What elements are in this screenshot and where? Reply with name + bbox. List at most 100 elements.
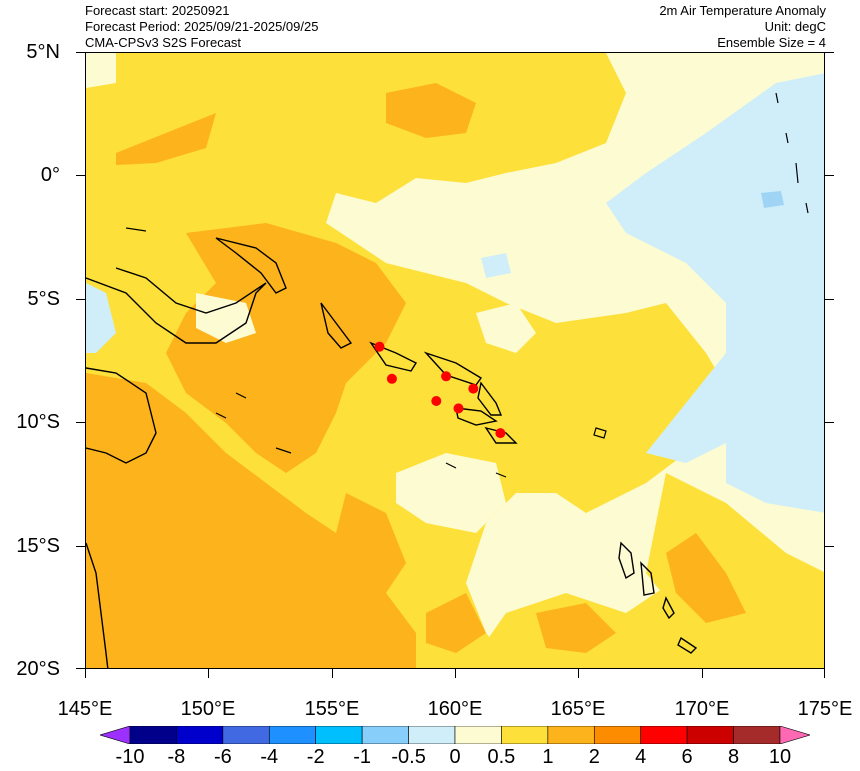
colorbar-swatch: [268, 726, 317, 744]
ensemble-size: Ensemble Size = 4: [717, 35, 826, 50]
lon-label-155e: 155°E: [304, 698, 360, 720]
colorbar-max-cap: [779, 726, 810, 744]
fill-pale-center: [476, 303, 536, 353]
tick-lon-150: [208, 669, 209, 678]
tick-lon-175: [824, 669, 825, 678]
station-marker: [431, 396, 442, 406]
colorbar-swatch: [501, 726, 549, 744]
colorbar-tick-label: -1: [353, 746, 371, 768]
fill-yellow-east: [646, 473, 824, 668]
colorbar-tick-label: -4: [260, 746, 279, 768]
tick-lat-10s-right: [825, 422, 834, 423]
station-marker: [495, 428, 506, 439]
fill-pale-center2: [396, 453, 506, 533]
colorbar-min-cap: [100, 726, 131, 744]
fill-orange-se2: [536, 603, 616, 653]
tick-lat-5s: [76, 299, 85, 300]
lat-label-20s: 20°S: [16, 658, 60, 680]
colorbar-tick-label: 4: [635, 746, 647, 768]
colorbar-swatch: [686, 726, 734, 744]
fill-orange-nw: [116, 113, 216, 165]
tick-lat-5n-right: [825, 52, 834, 53]
fill-blue-small: [481, 253, 511, 278]
colorbar-tick-label: -8: [167, 746, 186, 768]
fill-orange-se: [666, 533, 746, 623]
colorbar-swatch: [454, 726, 502, 744]
coastline-solomons-1: [369, 341, 418, 372]
colorbar-swatch: [640, 726, 688, 744]
tick-lon-170: [702, 669, 703, 678]
fill-pale-png: [196, 293, 256, 343]
fill-orange-west: [86, 373, 416, 668]
colorbar-swatch: [408, 726, 456, 744]
colorbar-swatch: [129, 726, 177, 744]
anomaly-map: [86, 53, 824, 668]
colorbar-swatch: [547, 726, 595, 744]
colorbar-tick-label: -0.5: [391, 746, 426, 768]
fill-orange-south: [426, 593, 486, 653]
fill-blue-east: [606, 73, 824, 463]
colorbar-swatch: [315, 726, 363, 744]
coastline-islands-north: [775, 92, 809, 214]
colorbar-tick-label: 2: [588, 746, 600, 768]
tick-lon-165: [578, 669, 579, 678]
lat-label-5s: 5°S: [27, 288, 60, 310]
lat-label-0: 0°: [40, 164, 60, 186]
lon-label-150e: 150°E: [180, 698, 236, 720]
station-marker: [441, 371, 452, 382]
colorbar-tick-label: 0: [449, 746, 461, 768]
forecast-period: Forecast Period: 2025/09/21-2025/09/25: [85, 19, 319, 34]
colorbar-tick-label: -10: [115, 746, 145, 768]
coastline-santacruz: [593, 427, 607, 439]
coastline-newbritain: [215, 237, 287, 294]
tick-lat-15s-right: [825, 546, 834, 547]
fill-pale-north: [86, 53, 116, 88]
coastline-vanuatu-2: [640, 561, 655, 596]
lon-label-175e: 175°E: [797, 698, 853, 720]
coastline-newcaledonia: [677, 636, 698, 654]
tick-lat-20s: [76, 668, 85, 669]
unit-label: Unit: degC: [764, 19, 826, 34]
coastline-australia: [86, 367, 157, 464]
colorbar-tick-label: 6: [681, 746, 693, 768]
map-panel: [85, 52, 825, 669]
tick-lat-10s: [76, 422, 85, 423]
model-name: CMA-CPSv3 S2S Forecast: [85, 35, 242, 50]
station-markers: [374, 341, 506, 439]
colorbar: [100, 726, 810, 744]
station-marker: [468, 383, 479, 394]
colorbar-tick-label: 10: [768, 746, 792, 768]
colorbar-tick-label: -2: [306, 746, 325, 768]
lon-label-170e: 170°E: [674, 698, 730, 720]
header-right: 2m Air Temperature Anomaly Unit: degC En…: [659, 3, 826, 51]
tick-lon-145: [85, 669, 86, 678]
lon-label-165e: 165°E: [550, 698, 606, 720]
tick-lon-155: [332, 669, 333, 678]
station-marker: [374, 341, 385, 352]
fill-blue-png: [86, 283, 116, 353]
coastline-vanuatu-1: [618, 541, 635, 580]
station-marker: [453, 403, 464, 414]
colorbar-tick-label: 8: [728, 746, 740, 768]
header-left: Forecast start: 20250921 Forecast Period…: [85, 3, 318, 51]
tick-lat-15s: [76, 546, 85, 547]
colorbar-swatch: [733, 726, 781, 744]
colorbar-tick-label: 0.5: [487, 746, 516, 768]
tick-lat-5s-right: [825, 299, 834, 300]
colorbar-swatch: [176, 726, 224, 744]
lat-label-5n: 5°N: [26, 41, 60, 63]
tick-lat-0-right: [825, 175, 834, 176]
colorbar-swatch: [593, 726, 642, 744]
forecast-start: Forecast start: 20250921: [85, 3, 230, 18]
tick-lat-5n: [76, 52, 85, 53]
station-marker: [386, 373, 397, 384]
variable-name: 2m Air Temperature Anomaly: [659, 3, 826, 18]
fill-orange-center: [336, 493, 406, 593]
fill-orange-north: [386, 83, 476, 138]
fill-orange-png: [166, 223, 406, 473]
colorbar-swatch: [361, 726, 409, 744]
coastline-bougainville: [320, 302, 353, 349]
lat-label-10s: 10°S: [16, 411, 60, 433]
colorbar-tick-label: -6: [213, 746, 232, 768]
tick-lat-0: [76, 175, 85, 176]
